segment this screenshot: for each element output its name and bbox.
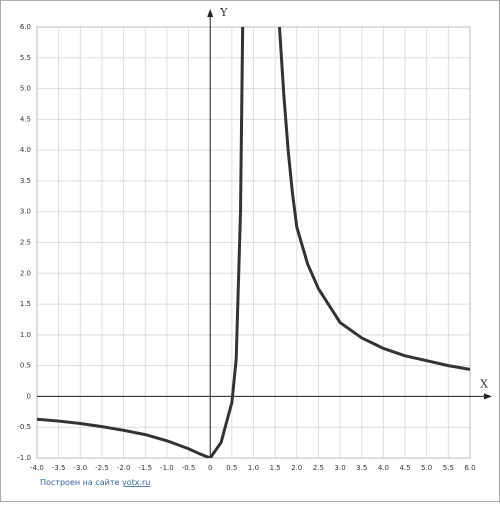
x-arrow bbox=[484, 393, 492, 400]
x-tick-label: 1.5 bbox=[270, 464, 281, 472]
y-tick-label: -0.5 bbox=[17, 423, 31, 431]
y-tick-label: 3.0 bbox=[20, 208, 31, 216]
curve bbox=[37, 27, 470, 458]
y-tick-label: 4.5 bbox=[20, 115, 31, 123]
x-tick-label: 0.5 bbox=[226, 464, 237, 472]
y-tick-label: 5.0 bbox=[20, 85, 31, 93]
x-tick-label: 4.5 bbox=[399, 464, 410, 472]
y-tick-label: -1.0 bbox=[17, 454, 31, 462]
axes bbox=[37, 9, 492, 458]
x-axis-label: X bbox=[480, 377, 488, 390]
x-tick-label: 0 bbox=[208, 464, 212, 472]
x-tick-label: -1.0 bbox=[160, 464, 174, 472]
x-tick-label: 2.5 bbox=[313, 464, 324, 472]
x-tick-label: 3.0 bbox=[335, 464, 346, 472]
y-tick-label: 6.0 bbox=[20, 23, 31, 31]
y-tick-label: 5.5 bbox=[20, 54, 31, 62]
grid bbox=[36, 26, 471, 459]
x-tick-label: 6.0 bbox=[464, 464, 475, 472]
credit-text: Построен на сайте bbox=[40, 478, 119, 487]
x-tick-label: -2.0 bbox=[117, 464, 131, 472]
x-tick-label: -3.0 bbox=[73, 464, 87, 472]
y-arrow bbox=[207, 9, 214, 17]
x-tick-label: -4.0 bbox=[30, 464, 44, 472]
y-tick-label: 0 bbox=[27, 392, 31, 400]
x-tick-label: -0.5 bbox=[182, 464, 196, 472]
x-tick-label: -1.5 bbox=[138, 464, 152, 472]
x-tick-label: 3.5 bbox=[356, 464, 367, 472]
y-tick-label: 4.0 bbox=[20, 146, 31, 154]
y-tick-label: 2.0 bbox=[20, 269, 31, 277]
x-tick-label: -3.5 bbox=[52, 464, 66, 472]
x-tick-label: 5.0 bbox=[421, 464, 432, 472]
y-tick-label: 2.5 bbox=[20, 239, 31, 247]
x-tick-label: -2.5 bbox=[95, 464, 109, 472]
x-tick-label: 1.0 bbox=[248, 464, 259, 472]
y-tick-label: 3.5 bbox=[20, 177, 31, 185]
credit: Построен на сайте yotx.ru bbox=[40, 478, 150, 487]
x-tick-label: 4.0 bbox=[378, 464, 389, 472]
credit-link[interactable]: yotx.ru bbox=[122, 478, 150, 487]
y-axis-label: Y bbox=[219, 6, 228, 19]
x-tick-label: 2.0 bbox=[291, 464, 302, 472]
plot-border bbox=[36, 26, 471, 459]
y-tick-label: 1.5 bbox=[20, 300, 31, 308]
y-tick-label: 1.0 bbox=[20, 331, 31, 339]
x-tick-label: 5.5 bbox=[443, 464, 454, 472]
y-tick-label: 0.5 bbox=[20, 362, 31, 370]
